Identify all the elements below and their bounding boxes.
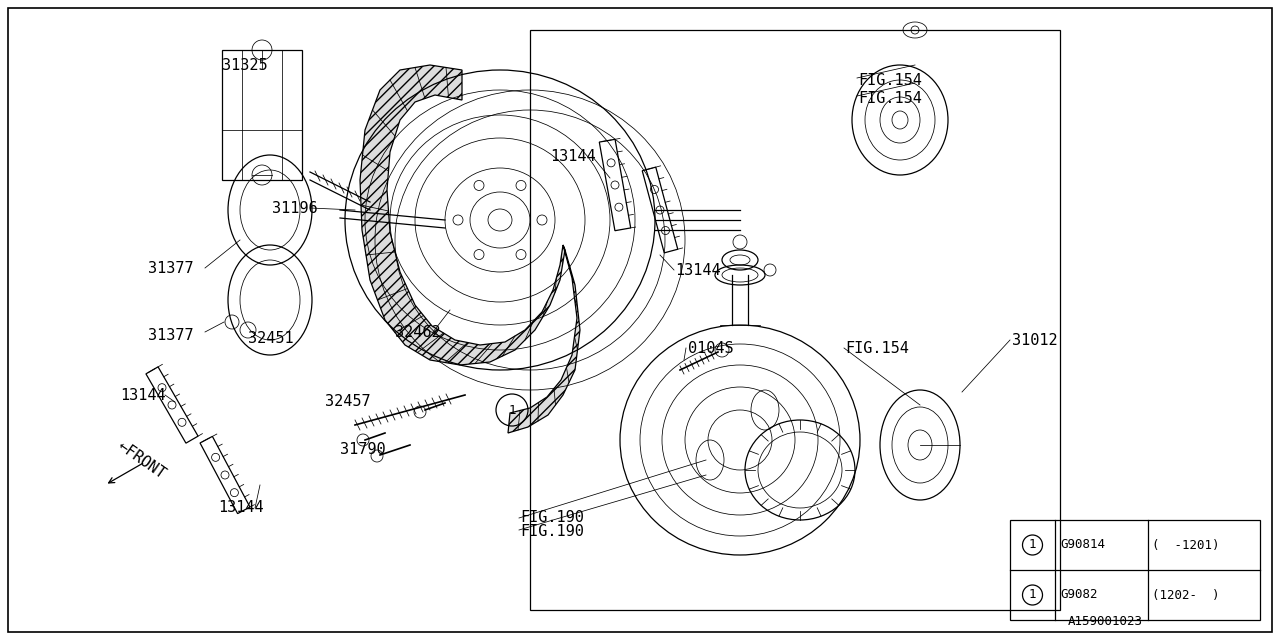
Text: 31325: 31325 <box>221 58 268 72</box>
Text: 13144: 13144 <box>218 500 264 515</box>
Text: G90814: G90814 <box>1060 538 1105 552</box>
Bar <box>530 30 1060 610</box>
Bar <box>1010 520 1260 620</box>
Text: 32462: 32462 <box>396 324 440 339</box>
Text: 31790: 31790 <box>340 442 385 458</box>
Text: 13144: 13144 <box>550 148 595 163</box>
Polygon shape <box>508 245 580 433</box>
Text: FIG.154: FIG.154 <box>858 72 922 88</box>
Text: ←FRONT: ←FRONT <box>115 438 169 482</box>
Text: FIG.190: FIG.190 <box>520 511 584 525</box>
Text: FIG.190: FIG.190 <box>520 525 584 540</box>
Text: 31377: 31377 <box>148 328 193 342</box>
Text: G9082: G9082 <box>1060 589 1097 602</box>
Text: 1: 1 <box>1029 538 1037 552</box>
Text: (1202-  ): (1202- ) <box>1152 589 1220 602</box>
Text: 13144: 13144 <box>675 262 721 278</box>
Text: 31196: 31196 <box>273 200 317 216</box>
Text: 32457: 32457 <box>325 394 371 410</box>
Text: A159001023: A159001023 <box>1068 615 1143 628</box>
Text: 31377: 31377 <box>148 260 193 275</box>
Polygon shape <box>360 65 564 365</box>
Text: (  -1201): ( -1201) <box>1152 538 1220 552</box>
Text: FIG.154: FIG.154 <box>858 90 922 106</box>
Text: 31012: 31012 <box>1012 333 1057 348</box>
Bar <box>221 50 302 180</box>
Text: FIG.154: FIG.154 <box>845 340 909 355</box>
Text: 32451: 32451 <box>248 330 293 346</box>
Text: 1: 1 <box>1029 589 1037 602</box>
Text: 1: 1 <box>508 403 516 417</box>
Text: 0104S: 0104S <box>689 340 733 355</box>
Text: 13144: 13144 <box>120 387 165 403</box>
